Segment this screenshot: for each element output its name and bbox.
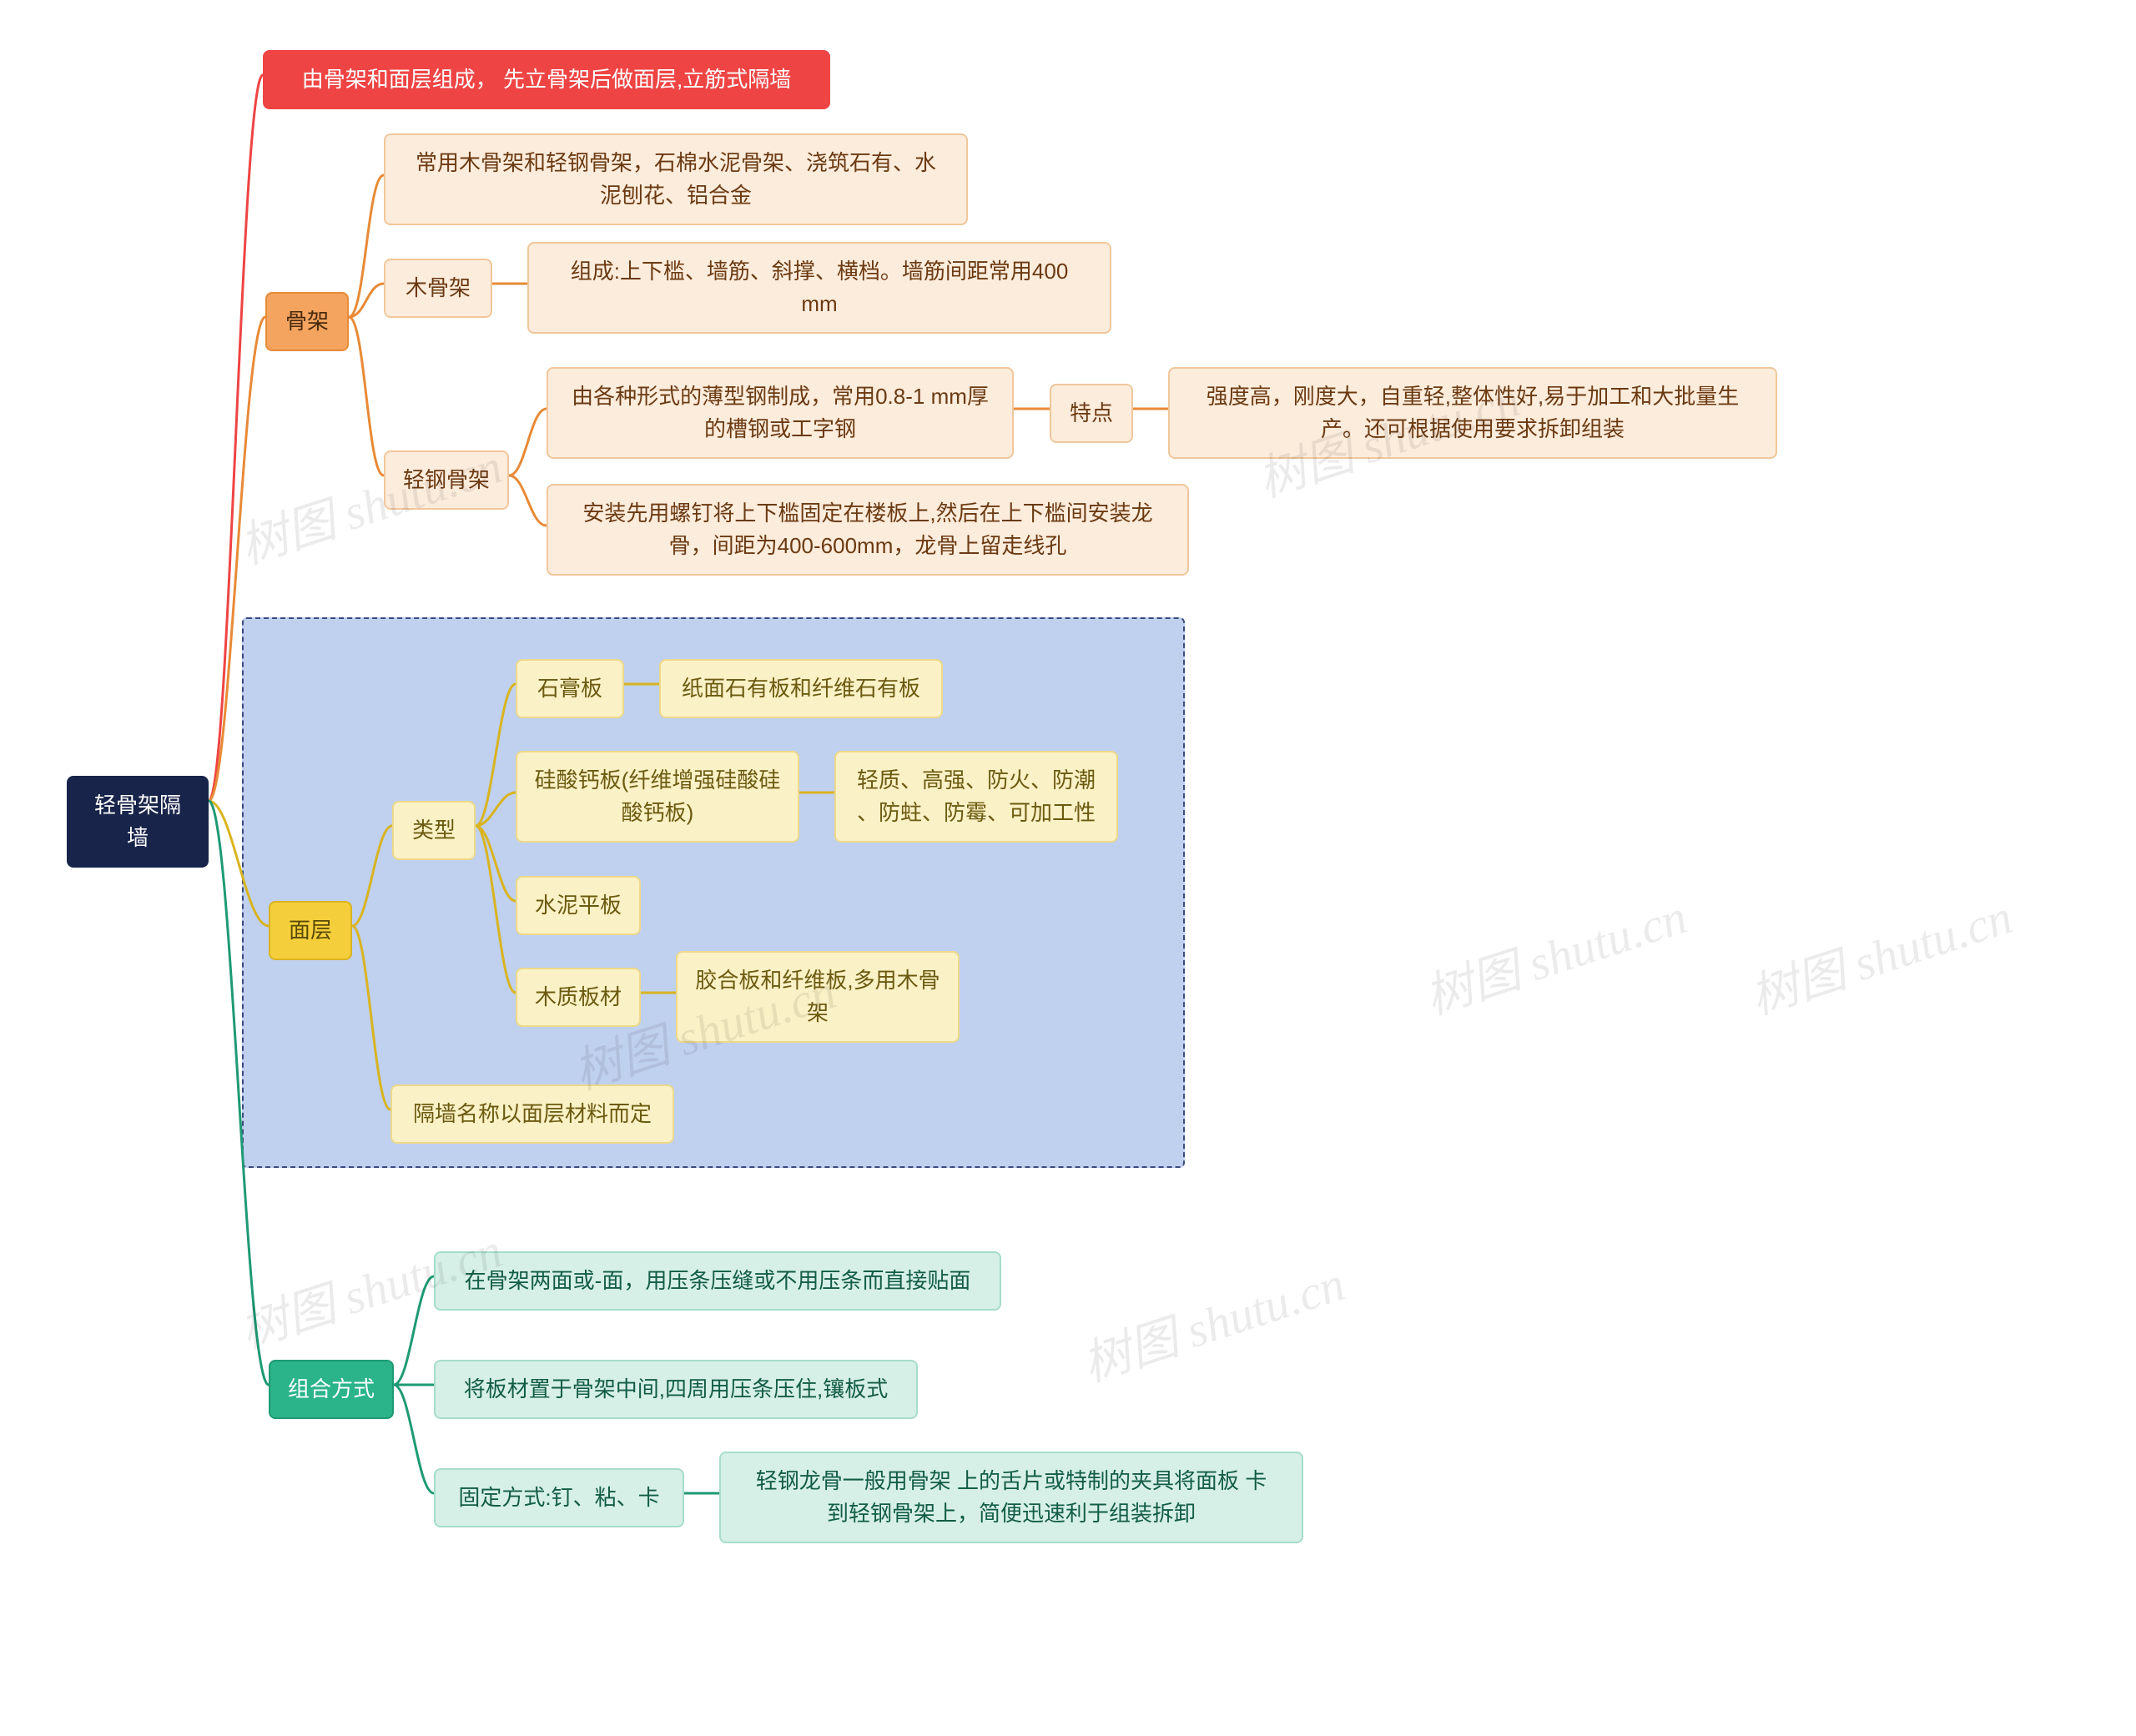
- node-zuhe1: 在骨架两面或-面，用压条压缝或不用压条而直接贴面: [434, 1251, 1001, 1311]
- node-muzhi: 木质板材: [516, 968, 641, 1027]
- node-muzhi_d: 胶合板和纤维板,多用木骨 架: [676, 951, 960, 1043]
- node-gujia_common: 常用木骨架和轻钢骨架，石棉水泥骨架、浇筑石有、水 泥刨花、铝合金: [384, 133, 968, 225]
- node-root: 轻骨架隔墙: [67, 776, 209, 868]
- node-zuhe3d: 轻钢龙骨一般用骨架 上的舌片或特制的夹具将面板 卡 到轻钢骨架上，简便迅速利于组…: [719, 1452, 1303, 1543]
- node-guisuan: 硅酸钙板(纤维增强硅酸硅 酸钙板): [516, 751, 799, 843]
- node-guisuan_d: 轻质、高强、防火、防潮 、防蛀、防霉、可加工性: [834, 751, 1118, 843]
- node-zuhe: 组合方式: [269, 1360, 394, 1419]
- node-zuhe2: 将板材置于骨架中间,四周用压条压住,镶板式: [434, 1360, 918, 1419]
- node-mu_detail: 组成:上下槛、墙筋、斜撑、横档。墙筋间距常用400 mm: [527, 242, 1111, 334]
- node-mian: 面层: [269, 901, 352, 960]
- node-shigao: 石膏板: [516, 659, 624, 718]
- node-qg_install: 安装先用螺钉将上下槛固定在楼板上,然后在上下槛间安装龙 骨，间距为400-600…: [547, 484, 1189, 576]
- node-shuini: 水泥平板: [516, 876, 641, 935]
- node-intro: 由骨架和面层组成， 先立骨架后做面层,立筋式隔墙: [263, 50, 830, 109]
- node-qg: 轻钢骨架: [384, 450, 509, 510]
- node-qg_mat: 由各种形式的薄型钢制成，常用0.8-1 mm厚 的槽钢或工字钢: [547, 367, 1014, 459]
- node-type: 类型: [392, 801, 476, 860]
- watermark: 树图 shutu.cn: [1414, 878, 1694, 1028]
- node-td_text: 强度高，刚度大，自重轻,整体性好,易于加工和大批量生 产。还可根据使用要求拆卸组…: [1168, 367, 1777, 459]
- node-zuhe3: 固定方式:钉、粘、卡: [434, 1468, 684, 1527]
- node-td_label: 特点: [1050, 384, 1133, 443]
- node-mu: 木骨架: [384, 259, 492, 318]
- watermark: 树图 shutu.cn: [1072, 1245, 1352, 1395]
- node-naming: 隔墙名称以面层材料而定: [390, 1084, 674, 1144]
- node-gujia: 骨架: [265, 292, 349, 351]
- watermark: 树图 shutu.cn: [1740, 878, 2019, 1028]
- node-shigao_d: 纸面石有板和纤维石有板: [659, 659, 943, 718]
